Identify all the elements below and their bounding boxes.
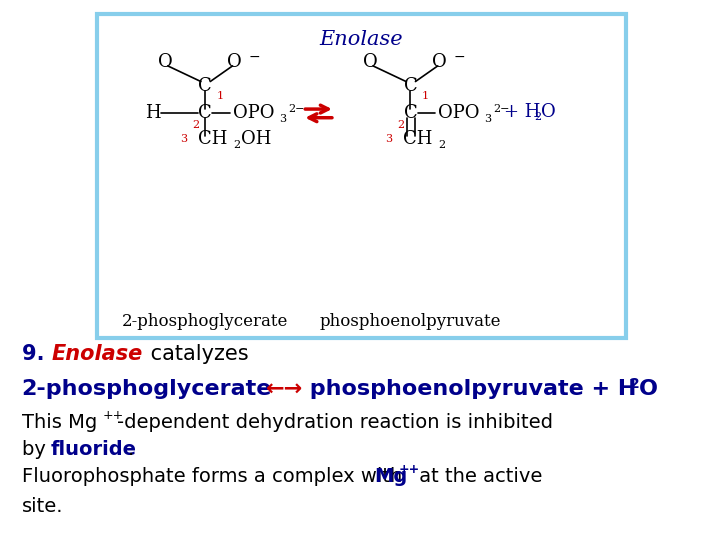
Text: + H: + H — [504, 103, 541, 121]
Text: site.: site. — [22, 497, 63, 516]
Text: −: − — [454, 50, 465, 64]
Text: 2: 2 — [438, 140, 446, 150]
Text: 1: 1 — [217, 91, 224, 102]
Text: Mg: Mg — [374, 467, 408, 486]
Text: OPO: OPO — [438, 104, 480, 123]
Text: ++: ++ — [399, 463, 420, 476]
Text: O: O — [227, 53, 241, 71]
Text: This Mg: This Mg — [22, 413, 97, 432]
Text: CH: CH — [403, 130, 433, 148]
Text: 2: 2 — [630, 377, 640, 392]
Text: ←→: ←→ — [266, 379, 304, 399]
Text: 2: 2 — [397, 120, 405, 130]
Text: 3: 3 — [485, 114, 492, 124]
Text: OPO: OPO — [233, 104, 274, 123]
Text: −: − — [248, 50, 260, 64]
Text: -dependent dehydration reaction is inhibited: -dependent dehydration reaction is inhib… — [117, 413, 554, 432]
Text: O: O — [541, 103, 555, 121]
Text: O: O — [432, 53, 446, 71]
Text: ++: ++ — [103, 409, 125, 422]
Text: phosphoenolpyruvate: phosphoenolpyruvate — [320, 313, 501, 330]
Text: fluoride: fluoride — [50, 440, 136, 459]
Text: O: O — [364, 53, 378, 71]
Text: 2: 2 — [233, 140, 240, 150]
Text: catalyzes: catalyzes — [144, 343, 248, 364]
Text: OH: OH — [241, 130, 271, 148]
Text: 3: 3 — [385, 134, 392, 144]
Text: 2−: 2− — [288, 104, 305, 114]
Text: Fluorophosphate forms a complex with: Fluorophosphate forms a complex with — [22, 467, 408, 486]
Text: 2−: 2− — [493, 104, 510, 114]
Text: 2: 2 — [192, 120, 199, 130]
Text: 3: 3 — [279, 114, 287, 124]
Text: 2-phosphoglycerate: 2-phosphoglycerate — [22, 379, 272, 399]
Text: 9.: 9. — [22, 343, 51, 364]
Text: H: H — [145, 104, 161, 123]
Text: C: C — [403, 77, 418, 96]
Text: Enolase: Enolase — [320, 30, 403, 49]
Text: .: . — [128, 440, 135, 459]
Text: 1: 1 — [422, 91, 429, 102]
Text: O: O — [158, 53, 173, 71]
Text: O: O — [639, 379, 658, 399]
Text: C: C — [198, 77, 212, 96]
Text: Enolase: Enolase — [52, 343, 143, 364]
Text: by: by — [22, 440, 52, 459]
Text: C: C — [198, 104, 212, 123]
Text: at the active: at the active — [413, 467, 543, 486]
FancyBboxPatch shape — [97, 14, 626, 338]
Text: phosphoenolpyruvate + H: phosphoenolpyruvate + H — [302, 379, 636, 399]
Text: 3: 3 — [180, 134, 187, 144]
Text: 2: 2 — [534, 112, 541, 122]
Text: C: C — [403, 104, 418, 123]
Text: CH: CH — [198, 130, 228, 148]
Text: 2-phosphoglycerate: 2-phosphoglycerate — [122, 313, 289, 330]
